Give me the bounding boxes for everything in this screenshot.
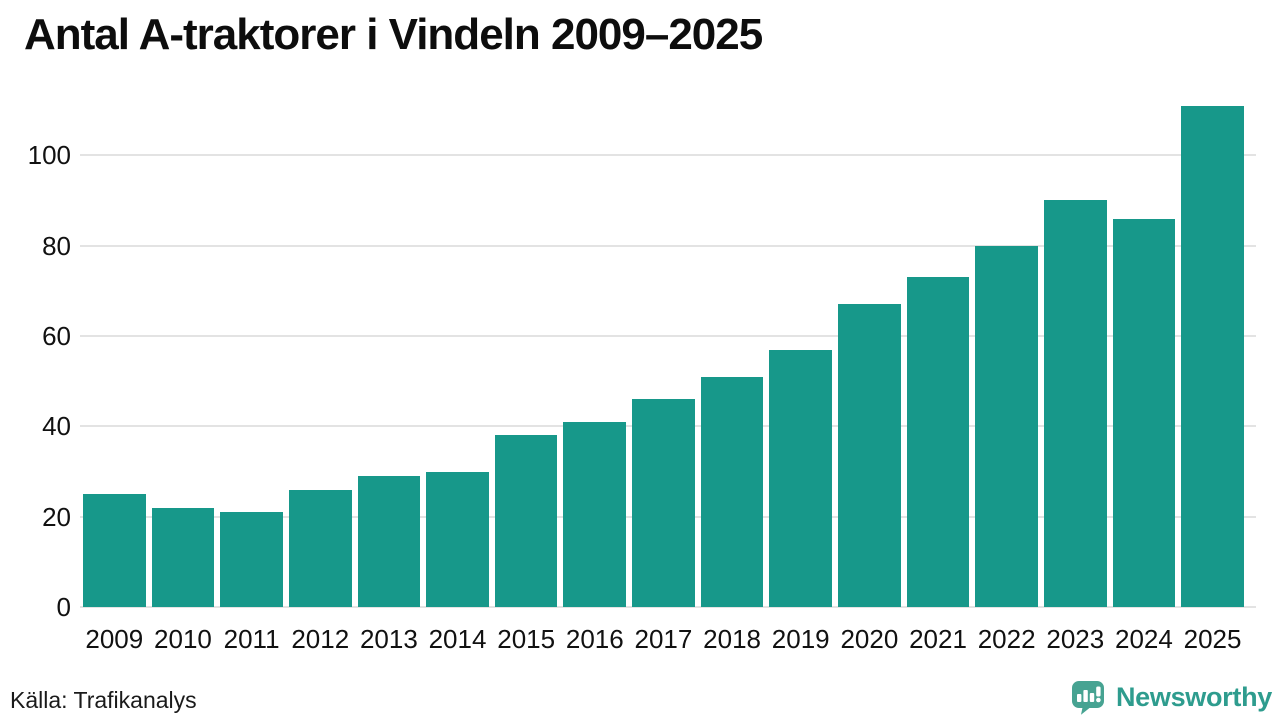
- bar-2014: [426, 471, 489, 607]
- y-axis-tick-label-100: 100: [27, 140, 71, 171]
- bar-band-2020: [835, 100, 904, 607]
- x-axis-tick-label-2020: 2020: [840, 624, 899, 654]
- gridline-60: [80, 334, 1256, 337]
- bar-2015: [494, 435, 558, 607]
- bar-band-2024: [1110, 100, 1179, 607]
- chart-title: Antal A-traktorer i Vindeln 2009–2025: [24, 10, 763, 59]
- bar-2012: [288, 489, 352, 607]
- bar-2009: [83, 494, 146, 607]
- gridline-100: [80, 154, 1256, 157]
- gridline-80: [80, 244, 1256, 247]
- bar-band-2014: [423, 100, 492, 607]
- x-axis-tick-label-2025: 2025: [1183, 624, 1242, 654]
- x-axis-tick-label-2021: 2021: [909, 624, 967, 654]
- newsworthy-logo: Newsworthy: [1069, 679, 1272, 716]
- x-axis-tick-label-2015: 2015: [497, 624, 556, 654]
- bar-band-2019: [766, 100, 835, 607]
- bar-band-2010: [149, 100, 218, 607]
- y-axis-tick-label-20: 20: [42, 501, 71, 532]
- y-axis-tick-label-40: 40: [42, 411, 71, 442]
- bar-band-2022: [972, 100, 1041, 607]
- bar-band-2015: [492, 100, 561, 607]
- x-axis-tick-label-2012: 2012: [291, 624, 350, 654]
- bar-series: [80, 100, 1247, 607]
- bar-band-2011: [217, 100, 286, 607]
- bar-band-2025: [1178, 100, 1247, 607]
- x-axis-tick-label-2017: 2017: [634, 624, 693, 654]
- bar-band-2021: [904, 100, 973, 607]
- bar-2023: [1043, 200, 1107, 607]
- bar-2022: [975, 245, 1038, 607]
- x-axis-tick-label-2024: 2024: [1115, 624, 1173, 654]
- x-axis-tick-label-2011: 2011: [223, 624, 280, 654]
- bar-band-2017: [629, 100, 698, 607]
- x-axis: 2009 2010 2011 2012 2013 2014 2015 2016 2017 2018…: [80, 624, 1247, 655]
- x-axis-tick-label-2013: 2013: [359, 624, 418, 654]
- y-axis-tick-label-0: 0: [56, 592, 71, 622]
- gridline-0: [80, 606, 1256, 608]
- x-axis-tick-label-2009: 2009: [85, 624, 144, 654]
- bar-2013: [357, 476, 421, 607]
- bar-band-2018: [698, 100, 767, 607]
- bar-2021: [906, 277, 970, 607]
- bar-2017: [632, 399, 695, 607]
- bar-band-2012: [286, 100, 355, 607]
- x-axis-tick-label-2023: 2023: [1046, 624, 1105, 654]
- bar-2019: [769, 349, 833, 607]
- bar-2010: [151, 507, 215, 607]
- source-text: Källa: Trafikanalys: [10, 687, 197, 713]
- x-axis-tick-label-2019: 2019: [771, 624, 830, 654]
- y-axis-tick-label-80: 80: [42, 230, 71, 261]
- x-axis-tick-label-2016: 2016: [565, 624, 624, 654]
- y-axis-tick-label-60: 60: [42, 320, 71, 351]
- bar-2025: [1181, 105, 1244, 607]
- bar-2024: [1112, 218, 1176, 607]
- x-axis-tick-label-2018: 2018: [703, 624, 761, 654]
- newsworthy-chart-bubble-icon: [1071, 681, 1104, 715]
- bar-band-2013: [355, 100, 424, 607]
- bar-band-2009: [80, 100, 149, 607]
- x-axis-tick-label-2010: 2010: [154, 624, 212, 654]
- bar-2016: [563, 421, 627, 607]
- bar-2018: [700, 376, 764, 607]
- brand-name: Newsworthy: [1115, 682, 1272, 712]
- bar-2020: [838, 304, 901, 607]
- bar-2011: [220, 512, 283, 607]
- x-axis-tick-label-2022: 2022: [977, 624, 1036, 654]
- bar-band-2023: [1041, 100, 1110, 607]
- bar-band-2016: [560, 100, 629, 607]
- plot-area: 0 20 40 60 80 100 2009 2010 2011 2012 2013 2014 201…: [28, 100, 1256, 654]
- x-axis-tick-label-2014: 2014: [428, 624, 487, 654]
